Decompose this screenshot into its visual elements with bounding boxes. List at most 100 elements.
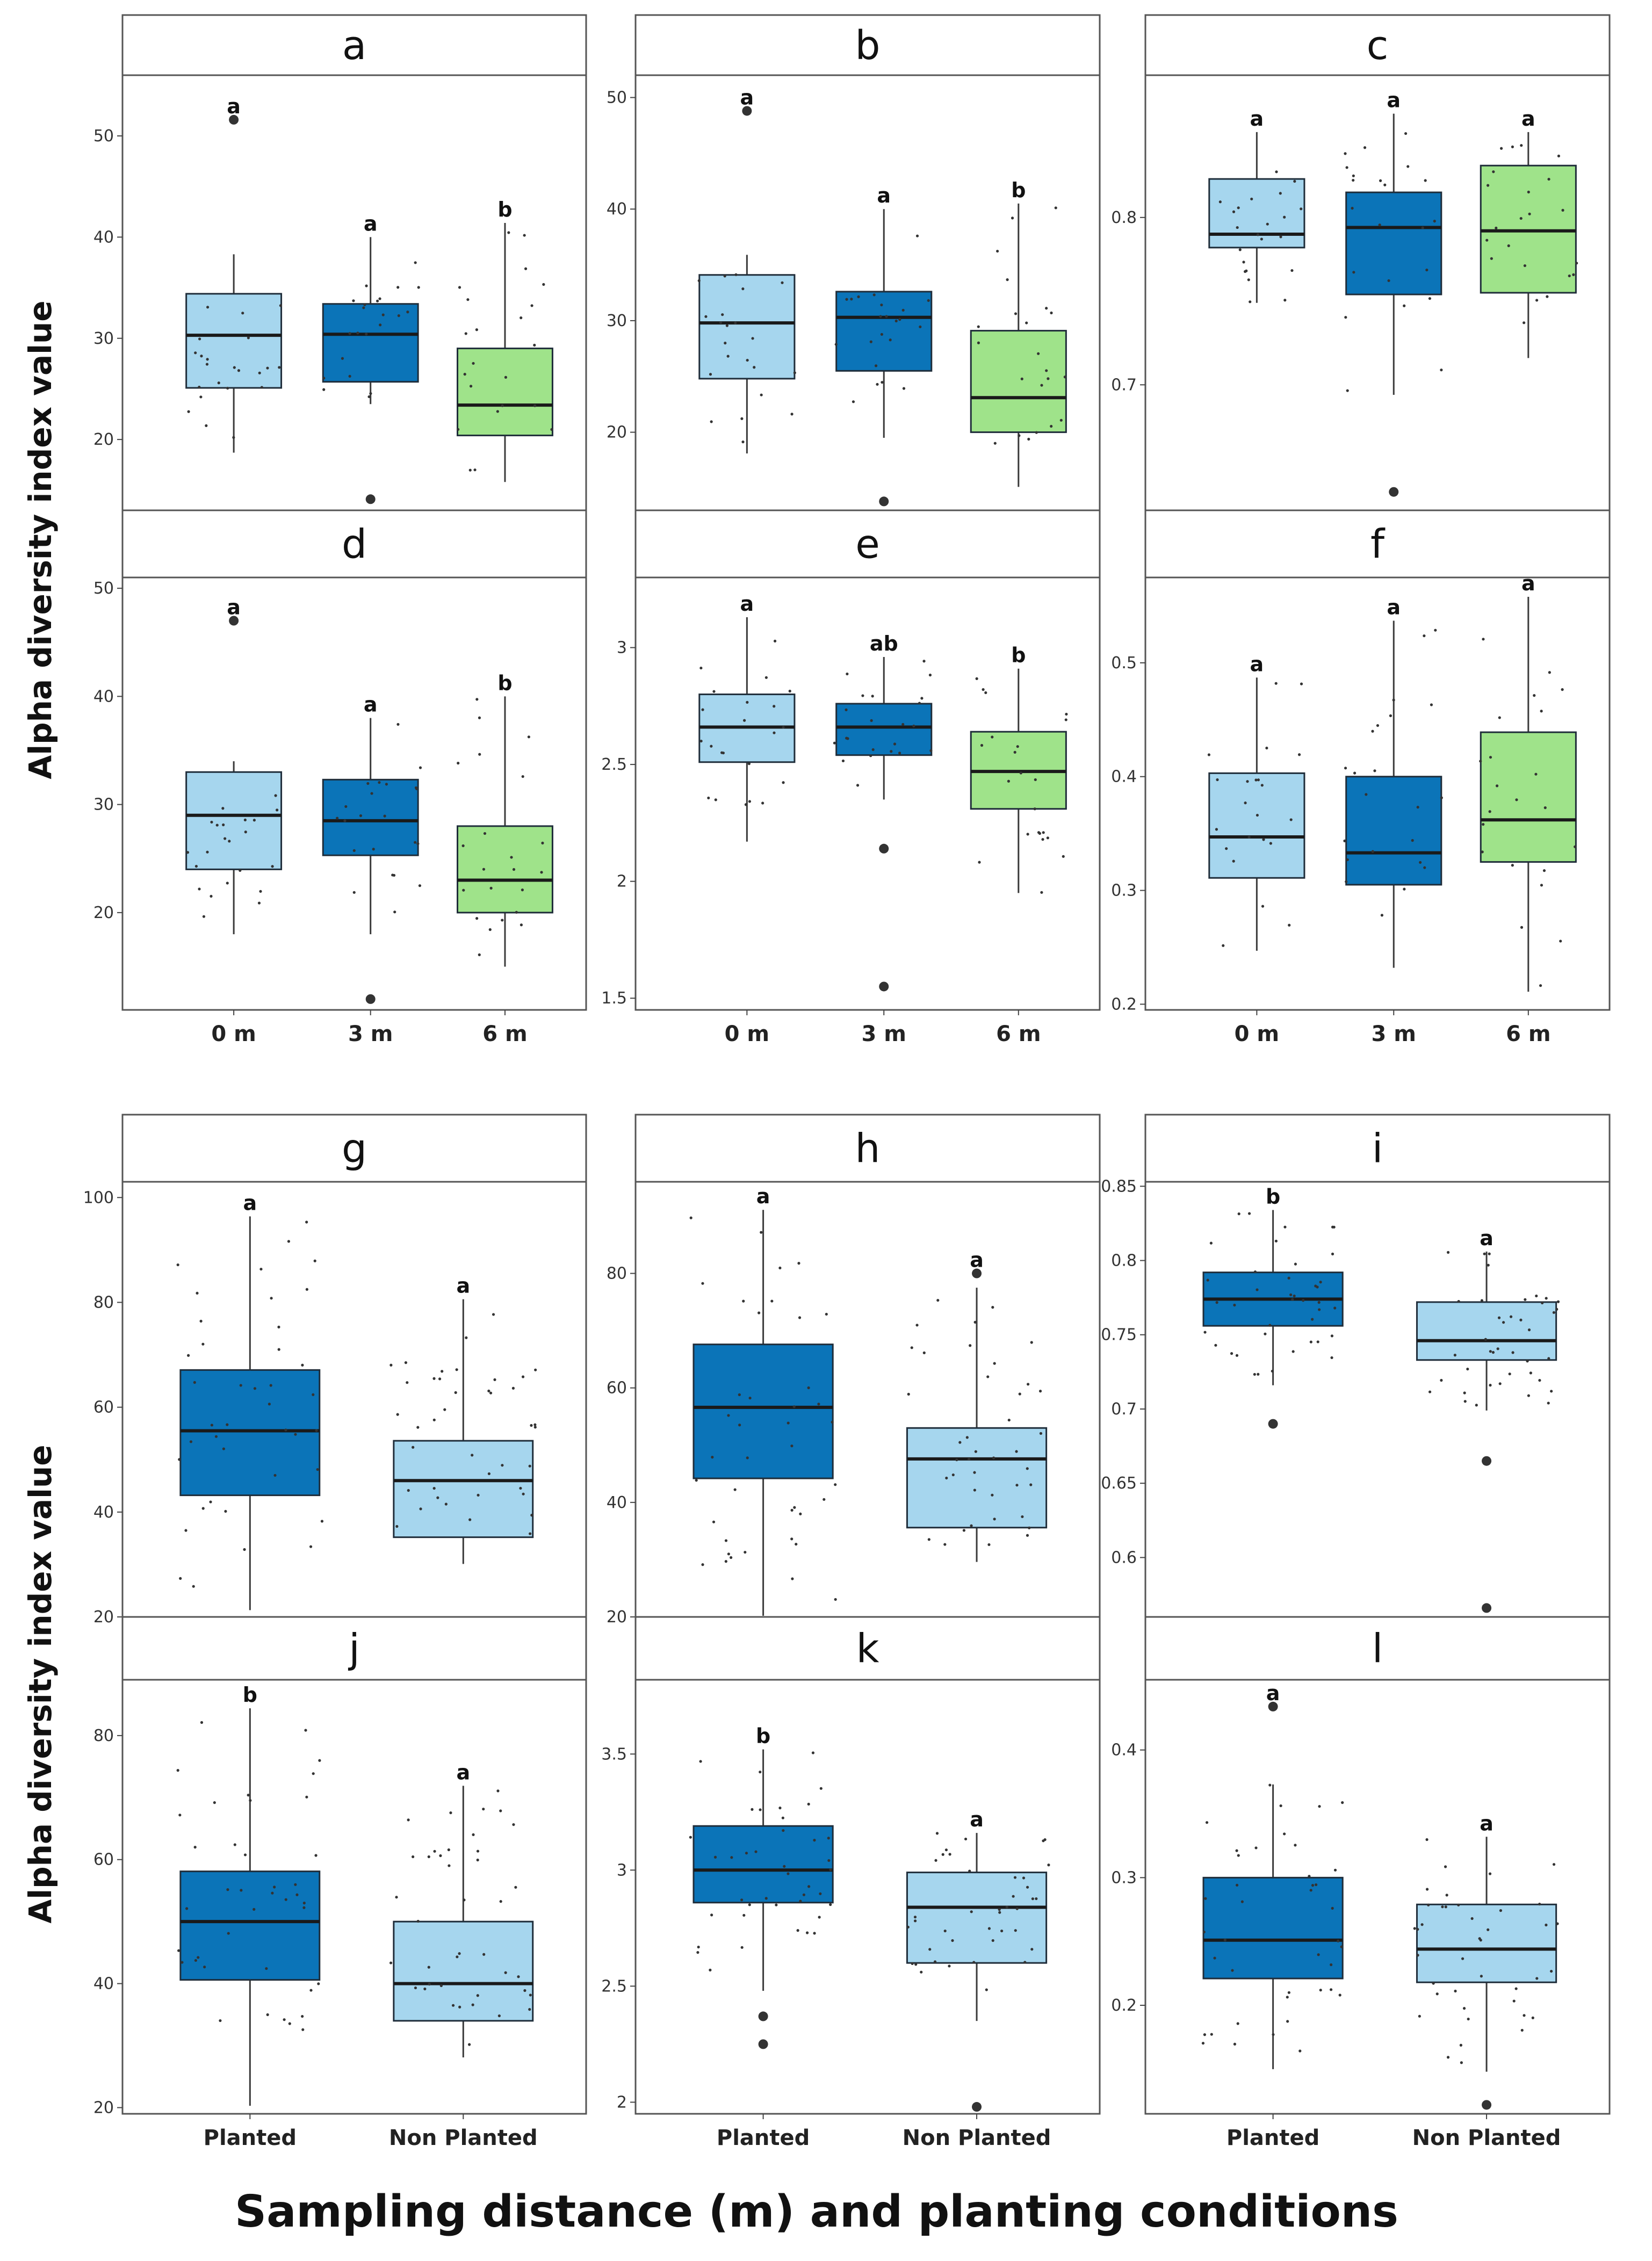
jitter-point (1007, 779, 1010, 783)
panel-d: d 20 30 40 50 a a b 0 m 3 m 6 m (93, 509, 587, 1046)
jitter-point (419, 1507, 422, 1511)
y-tick-label: 40 (607, 1493, 627, 1512)
jitter-point (1351, 207, 1354, 210)
jitter-point (185, 1907, 189, 1910)
jitter-point (874, 364, 878, 367)
jitter-point (1233, 1303, 1236, 1307)
y-tick-label: 3 (617, 1861, 627, 1880)
jitter-point (920, 697, 924, 700)
jitter-point (227, 1932, 230, 1935)
jitter-point (1482, 822, 1485, 826)
jitter-point (1062, 855, 1065, 858)
jitter-point (793, 371, 796, 374)
jitter-point (980, 743, 984, 747)
jitter-point (1519, 216, 1523, 220)
jitter-point (1213, 1956, 1216, 1960)
jitter-point (416, 1426, 420, 1429)
jitter-point (226, 387, 229, 390)
jitter-point (243, 1853, 247, 1857)
jitter-point (523, 234, 526, 237)
jitter-point (1511, 1351, 1514, 1354)
jitter-point (406, 310, 409, 314)
jitter-point (1253, 1270, 1257, 1274)
jitter-point (1202, 1930, 1206, 1934)
y-axis-label-top: Alpha diversity index value (22, 300, 59, 779)
jitter-point (269, 1384, 272, 1387)
y-tick-label: 40 (93, 228, 114, 247)
jitter-point (1244, 801, 1247, 805)
jitter-point (927, 1538, 930, 1541)
jitter-point (978, 861, 981, 864)
jitter-point (1488, 1872, 1492, 1875)
jitter-point (1529, 1371, 1532, 1375)
jitter-point (880, 304, 883, 307)
jitter-point (1352, 174, 1355, 177)
jitter-point (846, 672, 849, 676)
jitter-point (1523, 264, 1526, 268)
jitter-point (1237, 1854, 1240, 1857)
jitter-point (192, 1585, 195, 1588)
jitter-point (1245, 269, 1248, 272)
x-tick-label: 0 m (211, 1022, 256, 1046)
jitter-point (1535, 299, 1539, 302)
jitter-point (793, 1506, 796, 1509)
jitter-point (928, 674, 932, 677)
jitter-point (224, 1509, 227, 1513)
jitter-point (1344, 767, 1347, 770)
jitter-point (1495, 784, 1499, 788)
jitter-point (1411, 839, 1414, 842)
jitter-point (294, 1433, 297, 1436)
y-tick-label: 20 (93, 430, 114, 449)
jitter-point (948, 1964, 951, 1968)
jitter-point (1034, 778, 1037, 782)
jitter-point (1488, 1252, 1491, 1255)
panel-strip-d (121, 509, 587, 579)
jitter-point (1343, 839, 1346, 842)
jitter-point (1013, 750, 1016, 754)
jitter-point (1444, 1905, 1447, 1909)
jitter-point (1526, 1360, 1529, 1363)
jitter-point (982, 688, 985, 691)
jitter-point (1519, 1318, 1523, 1321)
jitter-point (920, 1970, 923, 1974)
jitter-point (1013, 1876, 1017, 1879)
jitter-point (287, 1240, 291, 1243)
significance-letter: a (1387, 89, 1401, 112)
jitter-point (221, 807, 225, 810)
jitter-point (189, 1440, 193, 1443)
jitter-point (1026, 833, 1029, 836)
jitter-point (1559, 940, 1562, 943)
jitter-point (722, 752, 725, 755)
jitter-point (1289, 1293, 1293, 1296)
panel-strip-f (1144, 509, 1611, 579)
jitter-point (987, 1927, 991, 1930)
jitter-point (482, 1953, 486, 1956)
y-tick-label: 30 (607, 312, 627, 330)
jitter-point (521, 888, 524, 892)
jitter-point (210, 820, 213, 824)
jitter-point (1545, 1923, 1548, 1927)
jitter-point (831, 1420, 834, 1424)
jitter-point (817, 1403, 820, 1406)
y-tick-label: 2 (617, 2093, 627, 2112)
jitter-point (748, 800, 752, 803)
jitter-point (1376, 724, 1380, 727)
jitter-point (439, 1854, 442, 1858)
jitter-point (885, 315, 888, 318)
jitter-point (745, 1852, 748, 1855)
jitter-point (993, 442, 997, 445)
outlier-point (1268, 1419, 1278, 1429)
jitter-point (998, 1908, 1001, 1911)
jitter-point (200, 355, 203, 358)
jitter-point (1015, 1907, 1019, 1910)
significance-letter: b (1011, 644, 1026, 667)
jitter-point (194, 864, 198, 868)
jitter-point (1040, 891, 1043, 894)
y-tick-label: 40 (93, 1975, 114, 1993)
jitter-point (533, 1423, 537, 1426)
jitter-point (1286, 2020, 1289, 2023)
jitter-point (205, 424, 208, 428)
jitter-point (1345, 166, 1348, 169)
jitter-point (507, 231, 510, 234)
jitter-point (818, 1916, 821, 1919)
